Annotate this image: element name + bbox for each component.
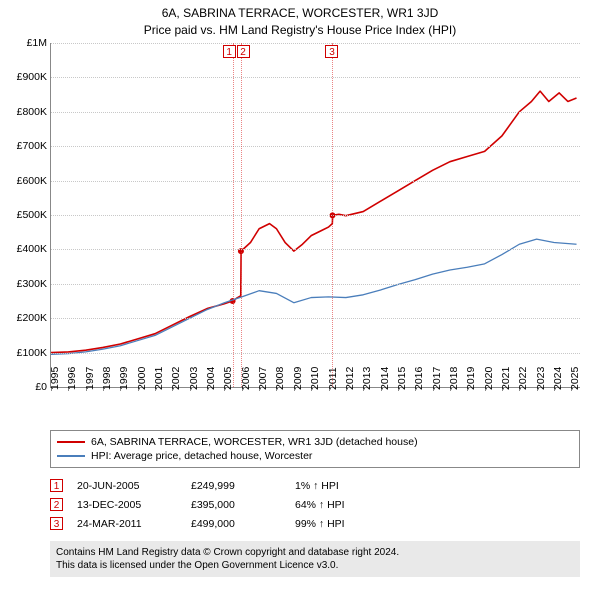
event-vline [233,43,234,387]
copyright-footer: Contains HM Land Registry data © Crown c… [50,541,580,577]
event-row: 3 24-MAR-2011 £499,000 99% ↑ HPI [50,514,580,533]
legend-row: HPI: Average price, detached house, Worc… [57,449,573,463]
x-axis-label: 2003 [188,367,200,390]
page-title: 6A, SABRINA TERRACE, WORCESTER, WR1 3JD [0,6,600,20]
x-axis-label: 1996 [66,367,78,390]
x-axis-label: 2021 [500,367,512,390]
plot-area: £0£100K£200K£300K£400K£500K£600K£700K£80… [50,43,580,388]
y-axis-label: £800K [17,106,51,118]
x-axis-label: 2015 [396,367,408,390]
y-axis-label: £600K [17,175,51,187]
x-axis-label: 2023 [535,367,547,390]
event-marker: 1 [50,479,63,492]
gridline [51,353,580,354]
x-axis-label: 2009 [292,367,304,390]
y-axis-label: £1M [27,37,51,49]
y-axis-label: £100K [17,347,51,359]
x-axis-label: 1997 [84,367,96,390]
legend-swatch [57,455,85,457]
legend-label: HPI: Average price, detached house, Worc… [91,450,312,462]
event-row: 1 20-JUN-2005 £249,999 1% ↑ HPI [50,476,580,495]
x-axis-label: 2025 [569,367,581,390]
footer-line-2: This data is licensed under the Open Gov… [56,559,574,572]
y-axis-label: £400K [17,243,51,255]
x-axis-label: 2010 [309,367,321,390]
event-marker: 2 [50,498,63,511]
event-marker: 2 [237,45,250,58]
event-delta: 1% ↑ HPI [295,480,339,492]
x-axis-label: 1995 [49,367,61,390]
gridline [51,112,580,113]
y-axis-label: £300K [17,278,51,290]
event-row: 2 13-DEC-2005 £395,000 64% ↑ HPI [50,495,580,514]
x-axis-label: 2013 [361,367,373,390]
event-price: £249,999 [191,480,281,492]
event-date: 13-DEC-2005 [77,499,177,511]
footer-line-1: Contains HM Land Registry data © Crown c… [56,546,574,559]
gridline [51,249,580,250]
y-axis-label: £500K [17,209,51,221]
x-axis-label: 2012 [344,367,356,390]
event-date: 24-MAR-2011 [77,518,177,530]
gridline [51,146,580,147]
event-vline [332,43,333,387]
event-delta: 99% ↑ HPI [295,518,345,530]
gridline [51,77,580,78]
x-axis-label: 2014 [379,367,391,390]
legend-label: 6A, SABRINA TERRACE, WORCESTER, WR1 3JD … [91,436,418,448]
x-axis-label: 2001 [153,367,165,390]
gridline [51,215,580,216]
series-line-hpi [51,239,577,354]
series-line-price_paid [51,91,577,352]
event-date: 20-JUN-2005 [77,480,177,492]
event-price: £395,000 [191,499,281,511]
legend: 6A, SABRINA TERRACE, WORCESTER, WR1 3JD … [50,430,580,468]
x-axis-label: 2007 [257,367,269,390]
gridline [51,43,580,44]
event-price: £499,000 [191,518,281,530]
y-axis-label: £900K [17,71,51,83]
x-axis-label: 2018 [448,367,460,390]
x-axis-label: 2024 [552,367,564,390]
x-axis-label: 2016 [413,367,425,390]
x-axis-label: 1999 [118,367,130,390]
x-axis-label: 2008 [274,367,286,390]
x-axis-label: 2000 [136,367,148,390]
gridline [51,318,580,319]
x-axis-label: 2002 [170,367,182,390]
x-axis-label: 2022 [517,367,529,390]
x-axis-label: 2020 [483,367,495,390]
x-axis-label: 1998 [101,367,113,390]
gridline [51,181,580,182]
event-delta: 64% ↑ HPI [295,499,345,511]
event-list: 1 20-JUN-2005 £249,999 1% ↑ HPI 2 13-DEC-2005… [50,476,580,533]
event-vline [241,43,242,387]
gridline [51,284,580,285]
x-axis-label: 2019 [465,367,477,390]
x-axis-label: 2017 [431,367,443,390]
event-marker: 3 [325,45,338,58]
y-axis-label: £200K [17,312,51,324]
legend-swatch [57,441,85,443]
event-marker: 3 [50,517,63,530]
y-axis-label: £700K [17,140,51,152]
legend-row: 6A, SABRINA TERRACE, WORCESTER, WR1 3JD … [57,435,573,449]
x-axis-label: 2004 [205,367,217,390]
page-subtitle: Price paid vs. HM Land Registry's House … [0,23,600,37]
chart: £0£100K£200K£300K£400K£500K£600K£700K£80… [50,43,580,388]
event-marker: 1 [223,45,236,58]
